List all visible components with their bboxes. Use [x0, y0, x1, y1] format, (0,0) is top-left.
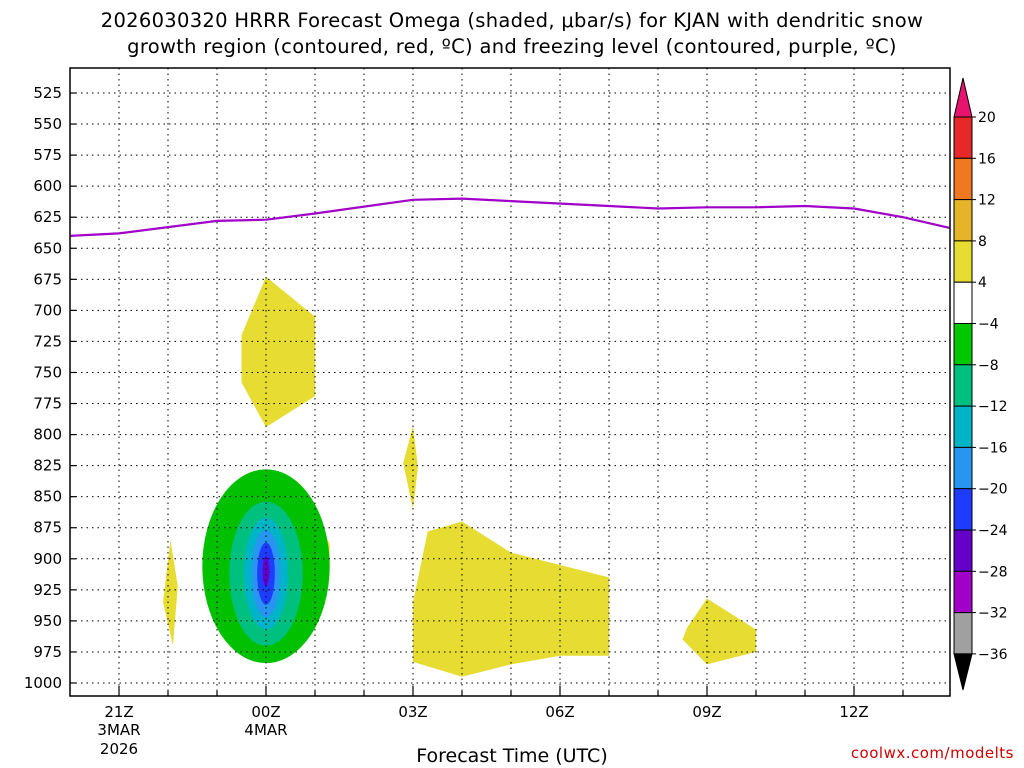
omega-region-11 [262, 556, 270, 587]
x-tick-label-12Z: 12Z [839, 703, 868, 721]
colorbar-band-10 [953, 529, 973, 572]
ground-layer [70, 699, 952, 703]
x-tick-label-03Z: 03Z [398, 703, 427, 721]
freezing-level-layer [70, 197, 950, 237]
y-axis: 525 550 575 600 625 650 675 700 725 750 775 800 825 8… [24, 84, 76, 692]
colorbar-band-5 [953, 323, 973, 366]
y-tick-label-875: 875 [33, 519, 62, 537]
credit-text[interactable]: coolwx.com/modelts [850, 744, 1014, 762]
chart-title: 2026030320 HRRR Forecast Omega (shaded, … [0, 8, 1024, 60]
grid-layer [70, 68, 950, 696]
colorbar-label-13: −36 [978, 647, 1008, 663]
colorbar-band-8 [953, 446, 973, 490]
omega-region-4 [413, 521, 609, 677]
y-tick-label-675: 675 [33, 270, 62, 288]
colorbar-label-9: −20 [978, 482, 1008, 498]
colorbar-label-0: 20 [978, 110, 996, 126]
colorbar-label-8: −16 [978, 440, 1008, 456]
ground-surface [70, 699, 952, 703]
colorbar-band-11 [953, 570, 973, 614]
y-tick-label-800: 800 [33, 426, 62, 444]
y-tick-label-950: 950 [33, 612, 62, 630]
chart-title-line1: 2026030320 HRRR Forecast Omega (shaded, … [100, 9, 924, 32]
x-tick-label-00Z: 00Z [251, 703, 280, 721]
colorbar-label-7: −12 [978, 399, 1008, 415]
chart-title-line2: growth region (contoured, red, ºC) and f… [127, 35, 897, 58]
x-tick-label-21Z: 21Z [104, 703, 133, 721]
y-tick-label-925: 925 [33, 581, 62, 599]
omega-shading-layer [163, 276, 756, 677]
colorbar-band-6 [953, 364, 973, 407]
colorbar-band-2 [953, 199, 973, 242]
y-tick-label-550: 550 [33, 115, 62, 133]
colorbar-band-12 [953, 612, 973, 655]
y-tick-label-725: 725 [33, 332, 62, 350]
omega-region-5 [682, 598, 756, 665]
y-tick-label-975: 975 [33, 643, 62, 661]
colorbar-bottom-arrow [953, 653, 973, 691]
y-tick-label-750: 750 [33, 363, 62, 381]
x-tick-label-09Z: 09Z [692, 703, 721, 721]
colorbar-band-4 [953, 281, 973, 325]
y-tick-label-700: 700 [33, 301, 62, 319]
y-tick-label-900: 900 [33, 550, 62, 568]
y-tick-label-625: 625 [33, 208, 62, 226]
colorbar: 20 16 12 8 4 −4 −8 −12 −16 −20 −24 −28 −32 −36 [953, 77, 1008, 691]
y-tick-label-1000: 1000 [24, 674, 62, 692]
x-tick-label-06Z: 06Z [545, 703, 574, 721]
colorbar-band-3 [953, 240, 973, 283]
y-tick-label-525: 525 [33, 84, 62, 102]
colorbar-label-6: −8 [978, 358, 999, 374]
x-tick-sublabel-4MAR: 4MAR [244, 721, 287, 739]
omega-region-1 [403, 425, 418, 510]
omega-region-3 [163, 540, 178, 646]
colorbar-label-2: 12 [978, 193, 996, 209]
y-tick-label-775: 775 [33, 395, 62, 413]
x-tick-sublabel2-2026: 2026 [100, 740, 138, 758]
colorbar-label-10: −24 [978, 523, 1008, 539]
y-tick-label-600: 600 [33, 177, 62, 195]
colorbar-label-5: −4 [978, 317, 999, 333]
colorbar-label-12: −32 [978, 606, 1008, 622]
y-tick-label-650: 650 [33, 239, 62, 257]
freezing-level-line [70, 197, 950, 237]
plot-frame [69, 67, 951, 697]
colorbar-label-3: 8 [978, 234, 987, 250]
y-tick-label-825: 825 [33, 457, 62, 475]
colorbar-band-0 [953, 116, 973, 159]
colorbar-label-4: 4 [978, 275, 987, 291]
colorbar-band-7 [953, 405, 973, 448]
colorbar-band-9 [953, 488, 973, 531]
colorbar-top-arrow [953, 77, 973, 118]
y-tick-label-850: 850 [33, 488, 62, 506]
x-axis-label: Forecast Time (UTC) [416, 745, 608, 767]
y-tick-label-575: 575 [33, 146, 62, 164]
x-tick-sublabel-3MAR: 3MAR [97, 721, 140, 739]
colorbar-band-1 [953, 157, 973, 201]
colorbar-label-11: −28 [978, 564, 1008, 580]
colorbar-label-1: 16 [978, 151, 996, 167]
omega-region-0 [241, 276, 315, 428]
